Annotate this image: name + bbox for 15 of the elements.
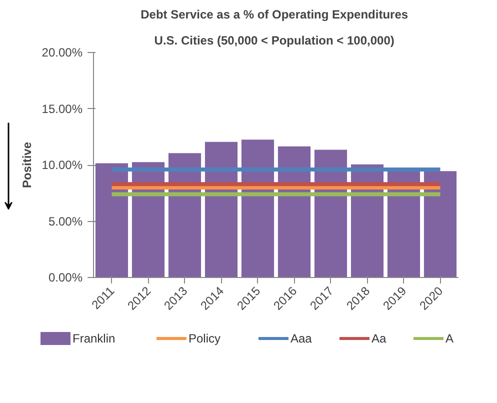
y-tick-label: 20.00% xyxy=(42,46,83,60)
bar xyxy=(94,162,130,278)
legend-label: Aaa xyxy=(290,332,312,346)
y-tick-label: 15.00% xyxy=(42,102,83,116)
y-axis-title: Positive xyxy=(20,142,34,188)
legend-label: Franklin xyxy=(72,332,116,346)
y-tick-label: 0.00% xyxy=(48,270,83,284)
y-tick-label: 10.00% xyxy=(42,158,83,172)
bar xyxy=(422,170,458,278)
legend-label: A xyxy=(446,332,454,346)
chart-subtitle: U.S. Cities (50,000 < Population < 100,000) xyxy=(154,34,394,48)
chart-title: Debt Service as a % of Operating Expenditures xyxy=(140,8,408,22)
y-tick-label: 5.00% xyxy=(48,214,83,228)
legend-label: Policy xyxy=(188,332,221,346)
legend-label: Aa xyxy=(372,332,387,346)
